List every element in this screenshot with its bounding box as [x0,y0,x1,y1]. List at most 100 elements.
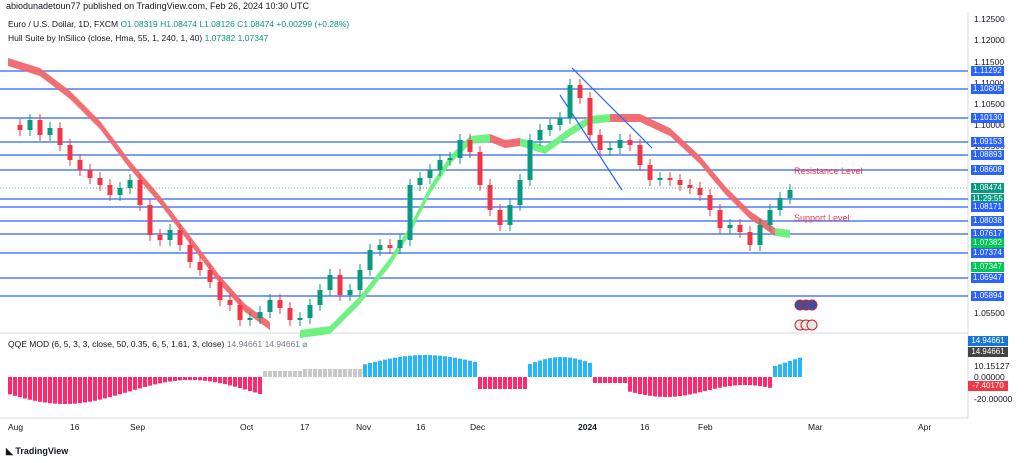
candle-body [697,188,703,195]
qqe-bar [558,357,562,377]
qqe-bar [468,360,472,377]
candle-body [257,312,263,318]
qqe-bar [118,377,122,395]
qqe-bar [513,377,517,389]
qqe-bar [688,377,692,395]
qqe-bar [488,377,492,389]
candle-body [117,188,123,195]
candle-body [457,140,463,158]
qqe-bar [633,377,637,393]
qqe-bar [778,364,782,377]
qqe-bar [473,361,477,377]
candle-body [667,178,673,180]
candle-body [757,225,763,245]
candle-body [347,290,353,295]
tradingview-logo[interactable]: ◣ TradingView [6,446,69,456]
candle-body [637,145,643,165]
qqe-bar [313,369,317,377]
price-tag: 1.08474 [971,183,1004,193]
visibility-icon[interactable]: ⌀ [302,339,308,349]
candle-body [417,178,423,185]
qqe-bar [448,356,452,377]
qqe-bar [543,359,547,377]
qqe-tag: 14.94661 [968,347,1008,357]
publish-info: abiodunadetoun77 published on TradingVie… [6,1,310,11]
candle-body [317,290,323,305]
candle-body [777,198,783,210]
candle-body [487,185,493,210]
qqe-bar [773,366,777,377]
price-tag: 1.10805 [971,84,1004,94]
qqe-bar [598,377,602,383]
qqe-bar [233,377,237,387]
qqe-bar [323,369,327,377]
qqe-bar [318,369,322,377]
qqe-bar [263,371,267,377]
price-tag: 1.05894 [971,291,1004,301]
candle-body [567,85,573,118]
qqe-bar [723,377,727,387]
candle-body [517,180,523,205]
candle-body [767,210,773,225]
qqe-bar [768,377,772,388]
price-tag: 11:29:55 [971,194,1004,204]
qqe-bar [8,377,12,395]
qqe-bar [553,357,557,377]
candle-body [577,85,583,98]
candle-body [717,210,723,228]
candle-body [677,180,683,185]
qqe-bar [348,369,352,377]
support-label: Support Level [794,213,850,223]
candle-body [327,275,333,290]
price-tag: 1.09153 [971,137,1004,147]
candle-body [547,125,553,130]
time-axis-label: Aug [8,422,24,432]
hull-band-bearish [610,114,775,236]
resistance-label: Resistance Level [794,166,863,176]
qqe-bar [88,377,92,402]
hull-indicator-values: 1.07382 1.07347 [204,33,269,43]
qqe-bar [623,377,627,383]
price-tag: 1.07617 [971,229,1004,239]
qqe-bar [358,369,362,377]
hull-indicator-name[interactable]: Hull Suite by InSilico (close, Hma, 55, … [8,33,203,43]
qqe-bar [588,362,592,377]
qqe-bar [68,377,72,404]
time-axis-label: Feb [698,422,713,432]
candle-body [727,225,733,228]
qqe-bar [208,377,212,382]
qqe-bar [53,377,57,404]
candle-body [157,235,163,240]
qqe-bar [653,377,657,397]
hull-band-bullish [775,228,790,238]
qqe-bar [733,377,737,386]
candle-body [337,275,343,295]
qqe-bar [403,356,407,377]
candle-body [747,232,753,245]
qqe-indicator-name[interactable]: QQE MOD (6, 5, 3, 3, close, 50, 0.35, 6,… [8,339,225,349]
candle-body [127,180,133,188]
qqe-bar [618,377,622,383]
qqe-bar [378,360,382,377]
symbol-title[interactable]: Euro / U.S. Dollar, 1D, FXCM [8,19,119,29]
qqe-bar [83,377,87,403]
qqe-bar [693,377,697,394]
qqe-bar [223,377,227,385]
time-axis-label: 16 [640,422,650,432]
candle-body [467,140,473,152]
qqe-bar [168,377,172,382]
qqe-bar [753,377,757,386]
qqe-bar [328,369,332,377]
qqe-bar [518,377,522,389]
candle-body [237,305,243,320]
qqe-bar [238,377,242,389]
qqe-bar [743,377,747,386]
qqe-bar [788,361,792,377]
qqe-bar [603,377,607,383]
candle-body [647,165,653,180]
candle-body [367,250,373,270]
qqe-bar [333,369,337,377]
candle-body [507,205,513,225]
qqe-bar [383,359,387,377]
